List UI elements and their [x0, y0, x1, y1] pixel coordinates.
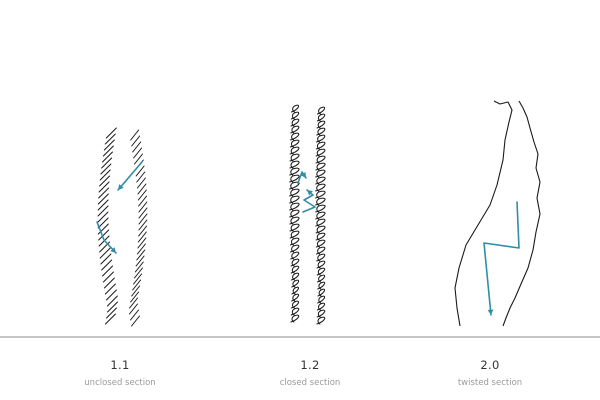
hatch-right [131, 315, 141, 327]
caption-twisted-section: 2.0 twisted section [410, 358, 570, 389]
hatch-left [104, 133, 116, 145]
hatch-right [138, 219, 148, 231]
arrow-twist-head [487, 309, 494, 315]
hatch-right [138, 201, 148, 213]
hatch-left [106, 295, 118, 307]
hatch-right [136, 177, 146, 189]
hatch-right [130, 129, 140, 141]
loop-column-right [315, 106, 326, 325]
closed-section-figure [289, 104, 326, 325]
hatch-left [97, 193, 109, 205]
hatch-right [130, 291, 140, 303]
section-label: closed section [279, 378, 341, 388]
hatch-left [98, 181, 110, 193]
hatch-right [138, 207, 148, 219]
hatch-left [103, 139, 115, 151]
hatch-left [102, 145, 114, 157]
section-label: unclosed section [84, 378, 156, 388]
hatch-right [135, 165, 145, 177]
arrow-top-head [300, 172, 306, 178]
hatch-right [133, 147, 143, 159]
arrow-upper [117, 161, 143, 191]
section-number: 1.2 [300, 358, 320, 372]
hatch-left [102, 265, 114, 277]
hatch-left [98, 229, 110, 241]
hatch-right [137, 237, 147, 249]
hatch-left [99, 247, 111, 259]
hatch-right [128, 303, 138, 315]
hatch-left [97, 205, 109, 217]
hatch-left [101, 151, 113, 163]
arrow-lower [96, 221, 117, 254]
hatch-left [105, 127, 117, 139]
caption-unclosed-section: 1.1 unclosed section [40, 358, 200, 389]
hatch-right [135, 255, 145, 267]
caption-closed-section: 1.2 closed section [230, 358, 390, 389]
hatch-left [100, 253, 112, 265]
hatch-right [134, 261, 144, 273]
unclosed-section-figure [96, 127, 148, 327]
hatch-right [133, 267, 143, 279]
hatch-right [133, 273, 143, 285]
hatch-right [138, 195, 148, 207]
hatch-left [103, 277, 115, 289]
loop-column-right [289, 104, 300, 323]
twisted-section-figure [454, 100, 541, 327]
hatch-right [132, 279, 142, 291]
section-label: twisted section [457, 378, 523, 388]
hatch-left [97, 211, 109, 223]
hatch-left [97, 199, 109, 211]
hatch-left [98, 187, 110, 199]
twisted-outline-left [454, 100, 513, 327]
hatch-right [131, 285, 141, 297]
hatch-right [137, 189, 147, 201]
hatch-left [100, 163, 112, 175]
hatch-right [136, 171, 146, 183]
section-number: 2.0 [480, 358, 500, 372]
hatch-right [136, 243, 146, 255]
hatch-left [97, 217, 109, 229]
arrow-lower-head [110, 247, 116, 253]
hatch-left [97, 223, 109, 235]
section-number: 1.1 [110, 358, 130, 372]
hatch-left [102, 271, 114, 283]
hatch-right [137, 183, 147, 195]
hatch-right [138, 225, 148, 237]
hatch-right [134, 153, 144, 165]
hatch-left [101, 259, 113, 271]
hatch-left [99, 175, 111, 187]
hatch-right [138, 213, 148, 225]
hatch-left [107, 301, 119, 313]
hatch-left [101, 157, 113, 169]
hatch-left [105, 289, 117, 301]
hatch-left [104, 313, 116, 325]
twisted-outline-right [502, 100, 541, 327]
hatch-right [129, 297, 139, 309]
hatch-right [130, 309, 140, 321]
hatch-right [136, 249, 146, 261]
hatch-right [131, 135, 141, 147]
hatch-right [132, 141, 142, 153]
hatch-left [104, 283, 116, 295]
hatch-left [105, 307, 117, 319]
arrow-mid-head [307, 190, 313, 196]
hatch-left [99, 169, 111, 181]
hatch-right [137, 231, 147, 243]
arrow-twist [483, 201, 520, 316]
arrow-upper-head [118, 184, 124, 190]
